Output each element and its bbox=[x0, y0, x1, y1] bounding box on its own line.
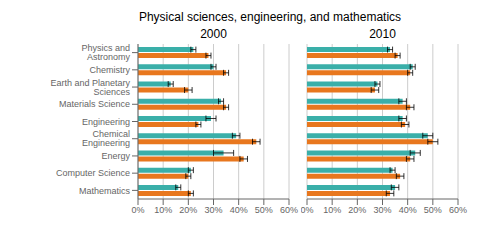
svg-text:Computer Science: Computer Science bbox=[56, 168, 130, 178]
svg-text:50%: 50% bbox=[424, 205, 442, 215]
svg-text:40%: 40% bbox=[230, 205, 248, 215]
svg-text:30%: 30% bbox=[373, 205, 391, 215]
svg-text:60%: 60% bbox=[449, 205, 467, 215]
svg-text:10%: 10% bbox=[154, 205, 172, 215]
svg-text:40%: 40% bbox=[399, 205, 417, 215]
svg-text:Chemistry: Chemistry bbox=[89, 65, 130, 75]
svg-text:Energy: Energy bbox=[101, 151, 130, 161]
svg-text:0%: 0% bbox=[131, 205, 144, 215]
svg-text:10%: 10% bbox=[323, 205, 341, 215]
svg-text:Earth and PlanetarySciences: Earth and PlanetarySciences bbox=[50, 78, 130, 97]
svg-text:ChemicalEngineering: ChemicalEngineering bbox=[82, 129, 130, 148]
svg-text:0%: 0% bbox=[301, 205, 314, 215]
svg-text:Materials Science: Materials Science bbox=[59, 99, 130, 109]
svg-text:Physics andAstronomy: Physics andAstronomy bbox=[81, 43, 130, 62]
svg-text:30%: 30% bbox=[204, 205, 222, 215]
html-text:2000: 2000 bbox=[200, 27, 227, 41]
html-text:2010: 2010 bbox=[369, 27, 396, 41]
html-text:Physical sciences, engineering: Physical sciences, engineering, and math… bbox=[138, 10, 402, 24]
svg-text:60%: 60% bbox=[280, 205, 298, 215]
svg-text:50%: 50% bbox=[255, 205, 273, 215]
svg-text:20%: 20% bbox=[179, 205, 197, 215]
svg-text:Engineering: Engineering bbox=[82, 117, 130, 127]
svg-text:Mathematics: Mathematics bbox=[79, 186, 131, 196]
svg-text:20%: 20% bbox=[348, 205, 366, 215]
